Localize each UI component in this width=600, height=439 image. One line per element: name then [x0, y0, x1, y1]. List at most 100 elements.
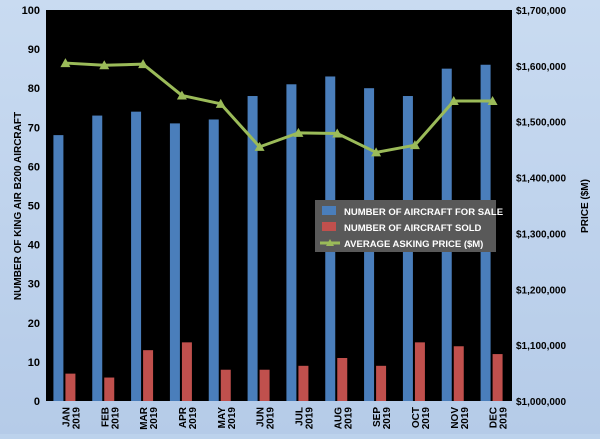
- sold-bars: [65, 342, 503, 401]
- legend-label: NUMBER OF AIRCRAFT FOR SALE: [344, 207, 503, 218]
- bar-sold: [453, 346, 464, 401]
- x-tick-month: NOV: [450, 407, 461, 429]
- y2-tick-label: $1,100,000: [516, 341, 566, 352]
- x-tick-month: MAR: [139, 406, 150, 430]
- y2-tick-label: $1,200,000: [516, 285, 566, 296]
- x-tick-month: JUN: [256, 407, 267, 427]
- x-tick-label: APR2019: [178, 406, 199, 429]
- y-tick-label: 60: [28, 161, 40, 173]
- x-tick-month: MAY: [217, 407, 228, 429]
- bar-for-sale: [247, 96, 258, 402]
- bar-for-sale: [131, 111, 142, 401]
- bar-for-sale: [169, 123, 180, 401]
- x-tick-label: JUL2019: [294, 407, 315, 430]
- y-tick-label: 0: [34, 396, 40, 408]
- x-tick-month: JUL: [294, 407, 305, 426]
- y-tick-label: 50: [28, 201, 40, 213]
- x-tick-month: AUG: [333, 407, 344, 429]
- x-tick-month: APR: [178, 406, 189, 428]
- y-axis-title: NUMBER OF KING AIR B200 AIRCRAFT: [13, 112, 24, 300]
- y-tick-label: 100: [22, 5, 40, 17]
- price-marker: [138, 59, 149, 69]
- bar-sold: [104, 377, 115, 401]
- x-tick-label: JAN2019: [61, 407, 82, 430]
- bar-for-sale: [53, 135, 64, 401]
- x-tick-month: JAN: [61, 407, 72, 427]
- x-tick-year: 2019: [227, 407, 238, 430]
- price-marker: [293, 127, 304, 137]
- price-marker: [254, 141, 265, 151]
- legend: NUMBER OF AIRCRAFT FOR SALE NUMBER OF AIR…: [315, 200, 503, 252]
- legend-swatch: [322, 206, 336, 215]
- y-tick-label: 10: [28, 357, 40, 369]
- bar-sold: [492, 354, 503, 401]
- x-tick-year: 2019: [149, 407, 160, 430]
- y2-tick-label: $1,000,000: [516, 397, 566, 408]
- y2-tick-label: $1,300,000: [516, 229, 566, 240]
- x-tick-year: 2019: [382, 407, 393, 430]
- right-axis-ticks: $1,000,000 $1,100,000 $1,200,000 $1,300,000…: [516, 6, 566, 408]
- y2-tick-label: $1,400,000: [516, 174, 566, 185]
- price-line: [65, 61, 493, 154]
- x-tick-label: DEC2019: [489, 407, 510, 430]
- y-tick-label: 70: [28, 122, 40, 134]
- bar-sold: [376, 365, 387, 401]
- y-tick-label: 30: [28, 279, 40, 291]
- bar-for-sale: [286, 84, 297, 401]
- x-tick-year: 2019: [343, 407, 354, 430]
- x-tick-month: SEP: [372, 407, 383, 427]
- x-tick-year: 2019: [266, 407, 277, 430]
- price-line-group: [60, 58, 498, 157]
- price-marker: [409, 140, 420, 150]
- x-tick-label: FEB2019: [100, 407, 121, 430]
- x-tick-year: 2019: [460, 407, 471, 430]
- bar-for-sale: [208, 119, 219, 401]
- y-tick-label: 80: [28, 83, 40, 95]
- price-marker: [371, 147, 382, 157]
- legend-label: NUMBER OF AIRCRAFT SOLD: [344, 223, 482, 234]
- x-tick-month: DEC: [489, 407, 500, 428]
- price-marker: [99, 60, 110, 70]
- x-tick-month: OCT: [411, 407, 422, 428]
- price-marker: [448, 96, 459, 106]
- x-tick-label: SEP2019: [372, 407, 393, 430]
- y2-axis-title: PRICE ($M): [580, 179, 591, 233]
- y2-tick-label: $1,500,000: [516, 118, 566, 129]
- bar-sold: [414, 342, 425, 401]
- y-tick-label: 90: [28, 44, 40, 56]
- legend-swatch: [322, 222, 336, 231]
- x-tick-year: 2019: [110, 407, 121, 430]
- price-marker: [215, 98, 226, 108]
- x-tick-year: 2019: [421, 407, 432, 430]
- x-tick-label: AUG2019: [333, 407, 354, 430]
- legend-box: [315, 200, 496, 252]
- x-tick-month: FEB: [100, 407, 111, 427]
- bar-sold: [337, 357, 348, 401]
- left-axis-ticks: 0 10 20 30 40 50 60 70 80 90 100: [22, 5, 40, 408]
- x-tick-label: MAR2019: [139, 406, 160, 430]
- x-tick-year: 2019: [71, 407, 82, 430]
- x-tick-label: NOV2019: [450, 407, 471, 430]
- legend-marker: [326, 239, 334, 246]
- x-tick-year: 2019: [304, 407, 315, 430]
- y-tick-label: 40: [28, 240, 40, 252]
- y2-tick-label: $1,600,000: [516, 62, 566, 73]
- bar-sold: [298, 365, 309, 401]
- bar-for-sale: [92, 115, 103, 401]
- x-tick-year: 2019: [499, 407, 510, 430]
- x-tick-label: MAY2019: [217, 407, 238, 430]
- price-marker: [332, 128, 343, 138]
- price-marker: [176, 90, 187, 100]
- bar-sold: [143, 350, 154, 401]
- x-axis-ticks: JAN2019 FEB2019 MAR2019 APR2019 MAY2019 JUN20…: [61, 406, 509, 430]
- price-marker: [60, 58, 71, 68]
- bar-sold: [259, 369, 270, 401]
- x-tick-label: JUN2019: [256, 407, 277, 430]
- x-tick-year: 2019: [188, 407, 199, 430]
- bar-sold: [220, 369, 231, 401]
- bar-sold: [65, 373, 76, 401]
- y2-tick-label: $1,700,000: [516, 6, 566, 17]
- legend-label: AVERAGE ASKING PRICE ($M): [344, 239, 483, 250]
